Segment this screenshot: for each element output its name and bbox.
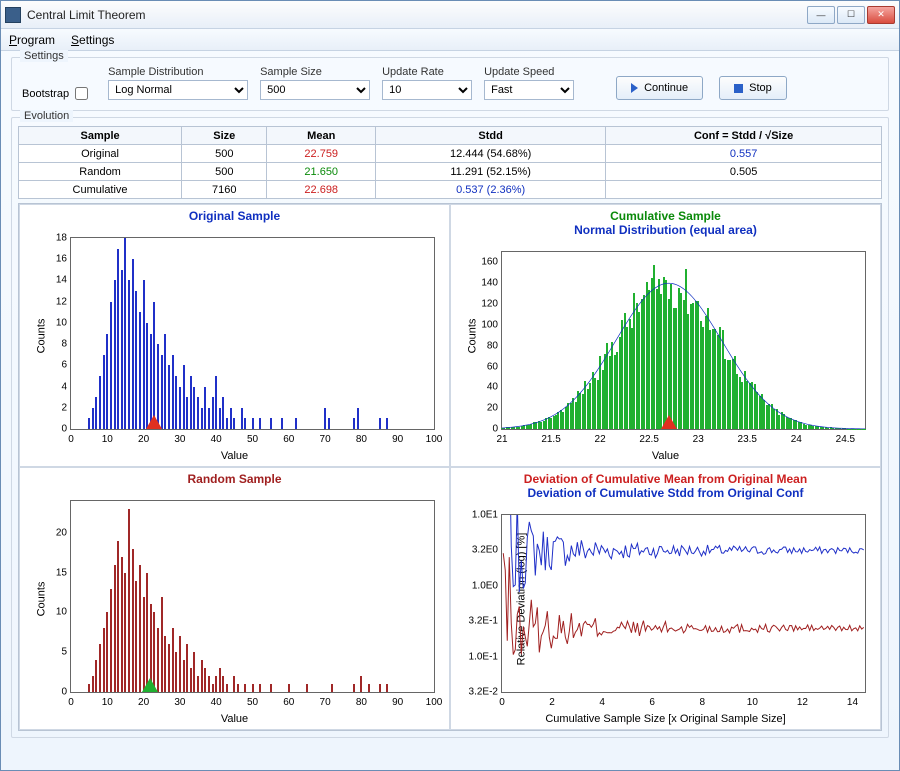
sample-dist-label: Sample Distribution bbox=[108, 66, 248, 78]
table-cell: 11.291 (52.15%) bbox=[376, 163, 606, 181]
table-row: Random50021.65011.291 (52.15%)0.505 bbox=[19, 163, 882, 181]
chart-dev-xlabel: Cumulative Sample Size [x Original Sampl… bbox=[451, 713, 880, 725]
settings-fieldset: Settings Bootstrap Sample Distribution L… bbox=[11, 57, 889, 111]
evolution-fieldset: Evolution SampleSizeMeanStddConf = Stdd … bbox=[11, 117, 889, 738]
table-header: Stdd bbox=[376, 127, 606, 145]
chart-cumulative: Cumulative Sample Normal Distribution (e… bbox=[450, 204, 881, 467]
stop-icon bbox=[734, 84, 743, 93]
update-speed-select[interactable]: Fast bbox=[484, 80, 574, 100]
play-icon bbox=[631, 83, 638, 93]
sample-dist-select[interactable]: Log Normal bbox=[108, 80, 248, 100]
bootstrap-checkbox[interactable] bbox=[75, 87, 88, 100]
maximize-button[interactable]: ☐ bbox=[837, 6, 865, 24]
table-cell: 7160 bbox=[182, 181, 267, 199]
table-header: Mean bbox=[267, 127, 376, 145]
update-speed-label: Update Speed bbox=[484, 66, 574, 78]
settings-legend: Settings bbox=[20, 50, 68, 62]
update-rate-label: Update Rate bbox=[382, 66, 472, 78]
evolution-table: SampleSizeMeanStddConf = Stdd / √Size Or… bbox=[18, 126, 882, 199]
menu-settings[interactable]: Settings bbox=[71, 33, 114, 47]
table-cell: 22.698 bbox=[267, 181, 376, 199]
sample-size-select[interactable]: 500 bbox=[260, 80, 370, 100]
window-title: Central Limit Theorem bbox=[27, 8, 807, 22]
chart-cum-xlabel: Value bbox=[451, 450, 880, 462]
sample-size-label: Sample Size bbox=[260, 66, 370, 78]
charts-grid: Original Sample Counts Value 02468101214… bbox=[18, 203, 882, 731]
chart-cum-title2: Normal Distribution (equal area) bbox=[574, 223, 757, 237]
bootstrap-label: Bootstrap bbox=[22, 88, 69, 100]
table-cell: 22.759 bbox=[267, 145, 376, 163]
table-header: Size bbox=[182, 127, 267, 145]
menubar: Program Settings bbox=[1, 29, 899, 51]
table-cell: 500 bbox=[182, 145, 267, 163]
chart-cum-title1: Cumulative Sample bbox=[610, 209, 721, 223]
table-row: Cumulative716022.6980.537 (2.36%) bbox=[19, 181, 882, 199]
table-cell: Cumulative bbox=[19, 181, 182, 199]
table-row: Original50022.75912.444 (54.68%)0.557 bbox=[19, 145, 882, 163]
minimize-button[interactable]: — bbox=[807, 6, 835, 24]
update-rate-select[interactable]: 10 bbox=[382, 80, 472, 100]
table-cell: 500 bbox=[182, 163, 267, 181]
chart-random: Random Sample Counts Value 0510152001020… bbox=[19, 467, 450, 730]
app-icon bbox=[5, 7, 21, 23]
chart-original-title: Original Sample bbox=[20, 205, 449, 225]
chart-random-title: Random Sample bbox=[20, 468, 449, 488]
chart-random-xlabel: Value bbox=[20, 713, 449, 725]
table-cell: 21.650 bbox=[267, 163, 376, 181]
titlebar: Central Limit Theorem — ☐ ✕ bbox=[1, 1, 899, 29]
app-window: Central Limit Theorem — ☐ ✕ Program Sett… bbox=[0, 0, 900, 771]
table-cell: Random bbox=[19, 163, 182, 181]
evolution-legend: Evolution bbox=[20, 110, 73, 122]
table-cell bbox=[606, 181, 882, 199]
table-cell: 0.537 (2.36%) bbox=[376, 181, 606, 199]
chart-deviation: Deviation of Cumulative Mean from Origin… bbox=[450, 467, 881, 730]
table-cell: Original bbox=[19, 145, 182, 163]
table-cell: 0.505 bbox=[606, 163, 882, 181]
stop-button[interactable]: Stop bbox=[719, 76, 787, 100]
table-cell: 12.444 (54.68%) bbox=[376, 145, 606, 163]
chart-dev-title1: Deviation of Cumulative Mean from Origin… bbox=[524, 472, 807, 486]
table-cell: 0.557 bbox=[606, 145, 882, 163]
table-header: Conf = Stdd / √Size bbox=[606, 127, 882, 145]
continue-button[interactable]: Continue bbox=[616, 76, 703, 100]
menu-program[interactable]: Program bbox=[9, 33, 55, 47]
chart-original: Original Sample Counts Value 02468101214… bbox=[19, 204, 450, 467]
table-header: Sample bbox=[19, 127, 182, 145]
chart-dev-title2: Deviation of Cumulative Stdd from Origin… bbox=[527, 486, 803, 500]
close-button[interactable]: ✕ bbox=[867, 6, 895, 24]
chart-original-xlabel: Value bbox=[20, 450, 449, 462]
